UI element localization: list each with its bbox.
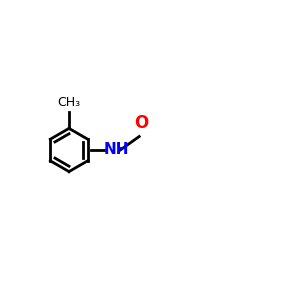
Text: NH: NH: [104, 142, 130, 158]
Text: CH₃: CH₃: [57, 97, 81, 110]
Text: O: O: [134, 114, 148, 132]
